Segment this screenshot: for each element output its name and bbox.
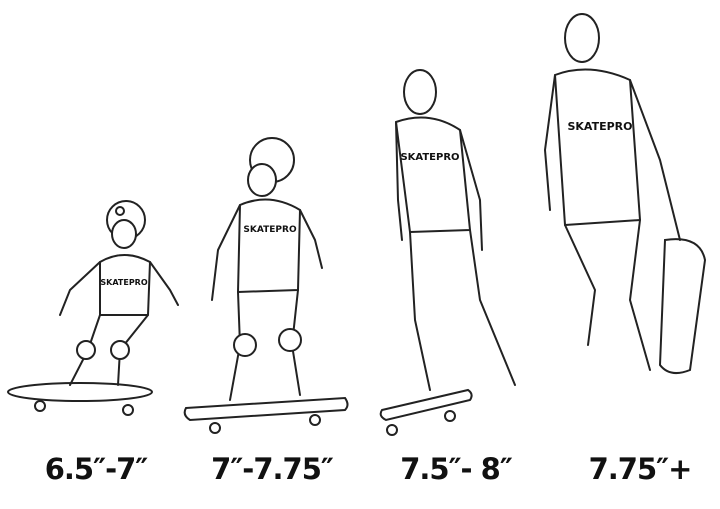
head (403, 69, 437, 115)
brand-logo: SKATEPRO (400, 152, 459, 163)
brand-logo: SKATEPRO (100, 278, 147, 287)
skateboard-deck (379, 388, 473, 422)
brand-logo: SKATEPRO (567, 120, 632, 133)
skateboard-deck (183, 396, 349, 422)
skateboard-deck (7, 382, 153, 402)
size-label-7-to-7-75: 7″-7.75″ (211, 452, 334, 486)
figure-child: SKATEPRO (183, 137, 349, 434)
brand-logo: SKATEPRO (243, 225, 297, 235)
head (564, 13, 600, 63)
figure-toddler: SKATEPRO (7, 200, 179, 416)
size-label-7-75-plus: 7.75″+ (588, 452, 693, 486)
skateboard-carried (658, 238, 707, 375)
figure-adult: SKATEPRO (544, 13, 707, 375)
figure-teen: SKATEPRO (379, 69, 516, 436)
size-label-6-5-to-7: 6.5″-7″ (44, 452, 149, 486)
size-label-7-5-to-8: 7.5″- 8″ (400, 452, 513, 486)
